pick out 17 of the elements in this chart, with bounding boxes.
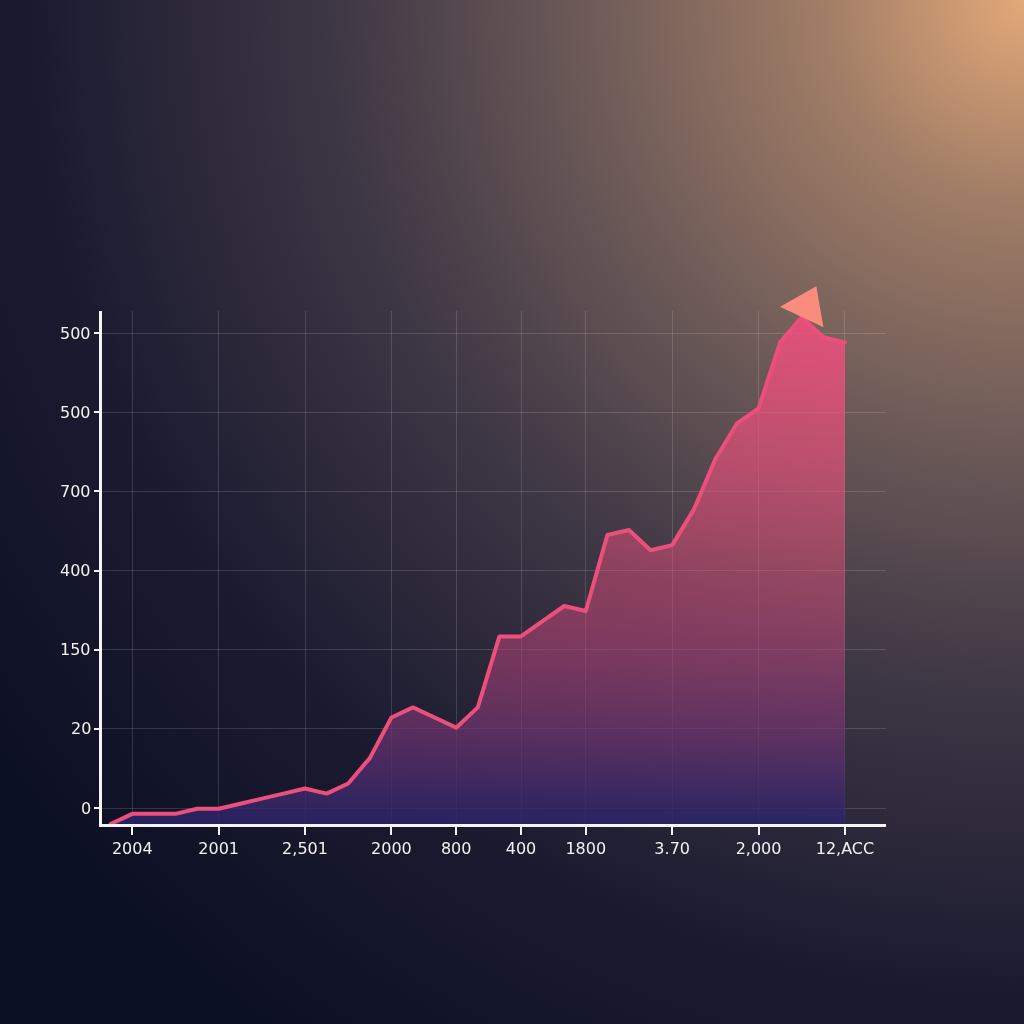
text: 0 xyxy=(81,799,92,818)
x-tick-label: 1800 xyxy=(565,839,607,859)
text: 20 xyxy=(71,719,92,738)
x-tick-label: 2001 xyxy=(198,839,239,859)
x-tick-label: 2,000 xyxy=(735,839,782,859)
text: 500 xyxy=(60,324,91,343)
text: 500 xyxy=(60,403,91,422)
x-tick-label: 2000 xyxy=(371,839,412,859)
x-tick-label: 2,501 xyxy=(282,839,328,859)
x-tick-label: 2004 xyxy=(111,839,153,859)
x-tick-label: 12,ACC xyxy=(815,839,875,859)
text: 150 xyxy=(60,640,91,659)
x-tick-label: 800 xyxy=(440,839,472,859)
x-tick-label: 400 xyxy=(505,839,537,859)
x-tick-label: 3.70 xyxy=(654,839,690,859)
text: 700 xyxy=(60,482,91,501)
text: 400 xyxy=(60,561,91,580)
